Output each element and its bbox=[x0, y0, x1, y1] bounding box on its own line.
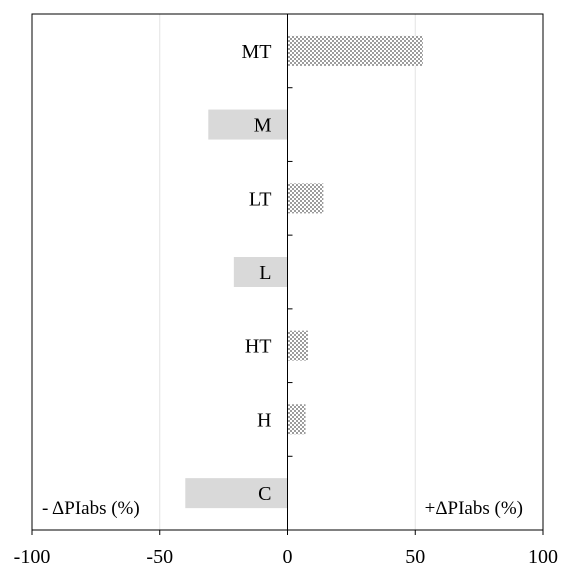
category-label: LT bbox=[249, 188, 272, 210]
bar-mt bbox=[287, 35, 423, 66]
positive-delta-label: +ΔPIabs (%) bbox=[425, 498, 523, 519]
category-label: M bbox=[254, 115, 272, 137]
bar-ht bbox=[287, 330, 308, 361]
axes bbox=[31, 13, 544, 535]
x-tick-label: -50 bbox=[146, 546, 173, 568]
category-label: MT bbox=[242, 41, 272, 63]
x-tick-label: 50 bbox=[405, 546, 425, 568]
x-tick-label: 100 bbox=[528, 546, 558, 568]
category-label: HT bbox=[245, 336, 272, 358]
bars bbox=[185, 35, 423, 509]
bar-overlay-h bbox=[287, 404, 306, 435]
grid-lines bbox=[159, 14, 416, 530]
bar-l bbox=[233, 257, 288, 287]
x-tick-label: -100 bbox=[14, 546, 51, 568]
category-label: H bbox=[257, 409, 271, 431]
bar-c bbox=[185, 478, 288, 509]
negative-delta-label: - ΔPIabs (%) bbox=[42, 498, 140, 519]
x-tick-labels: -100 -50 0 50 100 bbox=[14, 546, 558, 568]
bar-m bbox=[208, 109, 288, 140]
category-labels: MT M LT L HT H C bbox=[242, 41, 272, 505]
x-tick-label: 0 bbox=[283, 546, 293, 568]
category-label: L bbox=[259, 262, 271, 284]
bar-lt bbox=[287, 183, 324, 214]
category-label: C bbox=[258, 483, 271, 505]
